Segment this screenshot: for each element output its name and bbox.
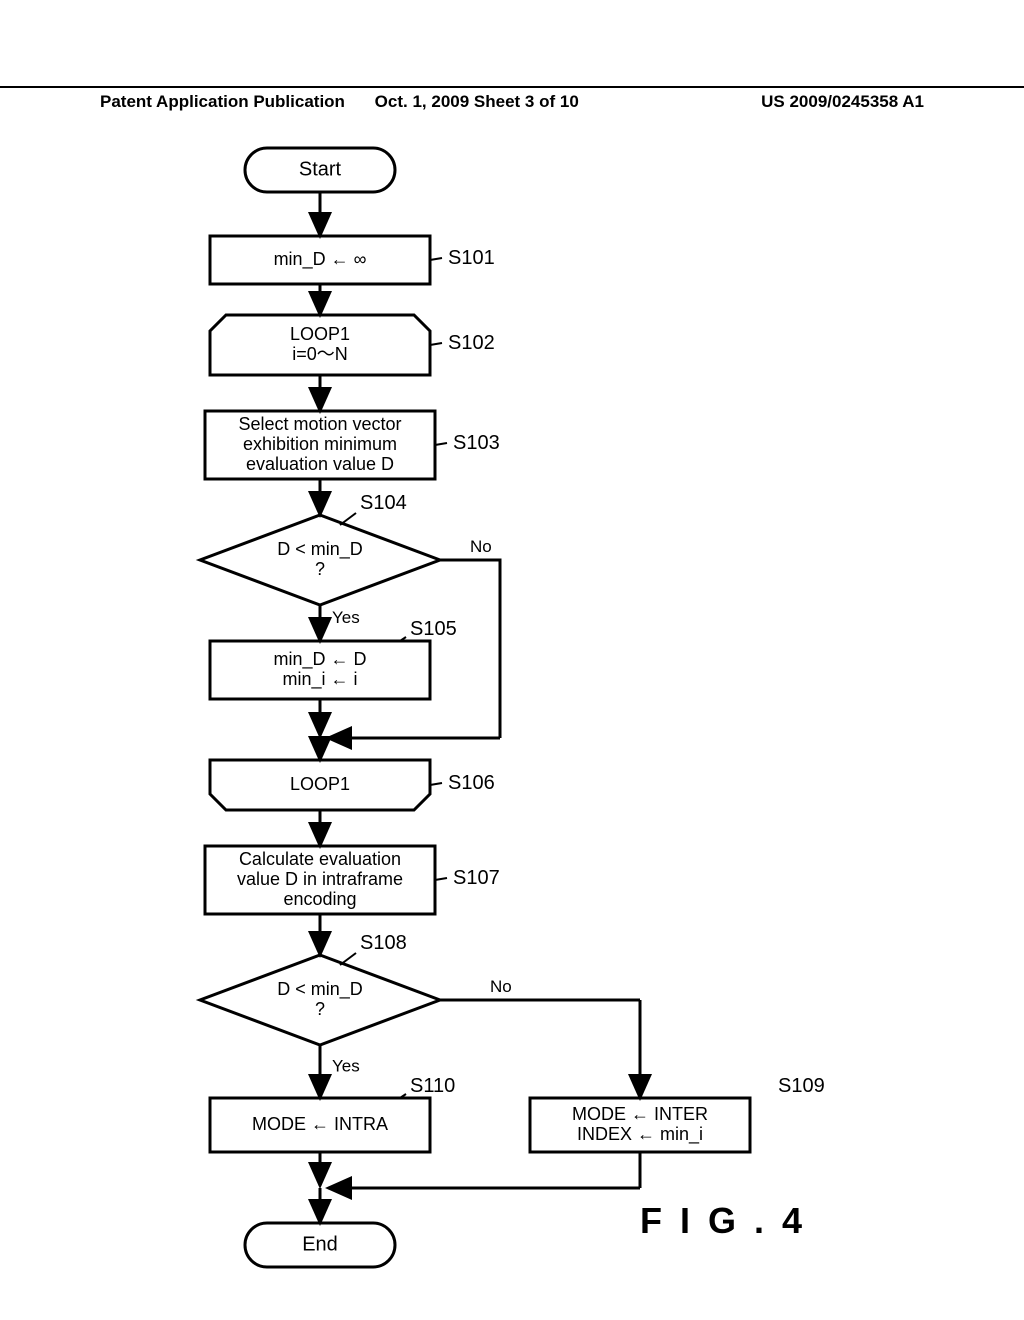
svg-text:?: ? bbox=[315, 999, 325, 1019]
svg-text:LOOP1: LOOP1 bbox=[290, 324, 350, 344]
figure-label: F I G . 4 bbox=[640, 1200, 806, 1242]
node-s101: min_D ← ∞ S101 bbox=[210, 236, 495, 284]
node-end: End bbox=[245, 1223, 395, 1267]
header-right: US 2009/0245358 A1 bbox=[649, 92, 924, 112]
svg-text:min_D ← ∞: min_D ← ∞ bbox=[274, 249, 367, 270]
svg-text:evaluation value D: evaluation value D bbox=[246, 454, 394, 474]
svg-text:Yes: Yes bbox=[332, 1057, 360, 1076]
svg-text:min_i ← i: min_i ← i bbox=[282, 669, 357, 690]
node-s106: LOOP1 S106 bbox=[210, 760, 495, 810]
svg-text:No: No bbox=[490, 977, 512, 996]
svg-text:min_D ← D: min_D ← D bbox=[273, 649, 366, 670]
node-start: Start bbox=[245, 148, 395, 192]
header-center: Oct. 1, 2009 Sheet 3 of 10 bbox=[375, 92, 650, 112]
svg-text:S105: S105 bbox=[410, 618, 457, 640]
svg-text:Calculate evaluation: Calculate evaluation bbox=[239, 849, 401, 869]
svg-text:INDEX ← min_i: INDEX ← min_i bbox=[577, 1124, 703, 1145]
svg-text:S107: S107 bbox=[453, 867, 500, 889]
node-s105: min_D ← Dmin_i ← i S105 bbox=[210, 618, 457, 699]
svg-text:End: End bbox=[302, 1233, 338, 1255]
page-header: Patent Application Publication Oct. 1, 2… bbox=[0, 86, 1024, 112]
svg-text:LOOP1: LOOP1 bbox=[290, 774, 350, 794]
node-s110: MODE ← INTRA S110 bbox=[210, 1075, 455, 1152]
svg-text:S108: S108 bbox=[360, 932, 407, 954]
svg-text:S104: S104 bbox=[360, 492, 407, 514]
svg-text:S103: S103 bbox=[453, 432, 500, 454]
svg-text:D < min_D: D < min_D bbox=[277, 539, 363, 560]
svg-text:Start: Start bbox=[299, 158, 342, 180]
svg-text:Select motion vector: Select motion vector bbox=[238, 414, 401, 434]
svg-text:D < min_D: D < min_D bbox=[277, 979, 363, 1000]
svg-text:Yes: Yes bbox=[332, 608, 360, 627]
svg-text:S110: S110 bbox=[410, 1075, 455, 1097]
node-s107: Calculate evaluationvalue D in intrafram… bbox=[205, 846, 500, 914]
svg-text:MODE ← INTER: MODE ← INTER bbox=[572, 1104, 708, 1124]
node-s109: MODE ← INTERINDEX ← min_i S109 bbox=[530, 1075, 825, 1152]
svg-text:S101: S101 bbox=[448, 247, 495, 269]
node-s103: Select motion vectorexhibition minimumev… bbox=[205, 411, 500, 479]
svg-text:value D in intraframe: value D in intraframe bbox=[237, 869, 403, 889]
page: Patent Application Publication Oct. 1, 2… bbox=[0, 0, 1024, 1320]
svg-text:encoding: encoding bbox=[283, 889, 356, 909]
node-s102: LOOP1i=0～N S102 bbox=[210, 315, 495, 375]
svg-text:S102: S102 bbox=[448, 332, 495, 354]
svg-text:exhibition minimum: exhibition minimum bbox=[243, 434, 397, 454]
svg-text:MODE ← INTRA: MODE ← INTRA bbox=[252, 1114, 388, 1134]
svg-text:S106: S106 bbox=[448, 772, 495, 794]
svg-text:No: No bbox=[470, 537, 492, 556]
header-left: Patent Application Publication bbox=[100, 92, 375, 112]
svg-text:i=0～N: i=0～N bbox=[292, 344, 348, 364]
svg-text:S109: S109 bbox=[778, 1075, 825, 1097]
flowchart-svg: Startmin_D ← ∞S101LOOP1i=0～NS102Select m… bbox=[0, 140, 1024, 1300]
svg-text:?: ? bbox=[315, 559, 325, 579]
